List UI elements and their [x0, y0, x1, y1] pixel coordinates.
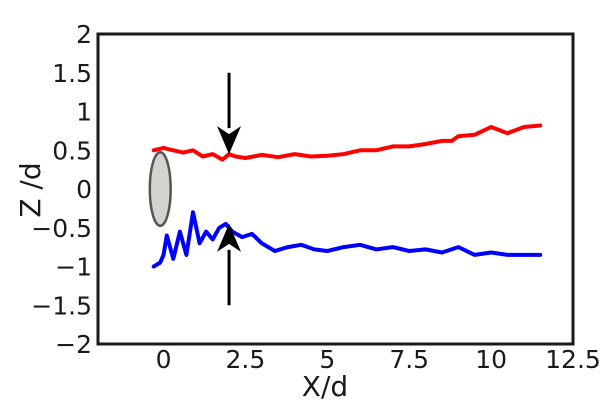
y-tick-label: −0.5: [31, 214, 92, 243]
plot-frame: [96, 32, 575, 346]
x-tick-label: 0: [156, 345, 172, 374]
y-tick-label: −1.5: [31, 291, 92, 320]
series-line-1: [151, 123, 543, 162]
arrow-up-icon: [217, 223, 242, 252]
y-tick-label: 0.5: [52, 136, 92, 165]
y-tick-label: 1: [76, 98, 92, 127]
series-line-2: [151, 210, 543, 269]
arrow-down-icon: [217, 126, 242, 155]
x-tick-label: 12.5: [545, 345, 601, 374]
x-tick-label: 5: [319, 345, 335, 374]
y-tick-label: −1: [55, 253, 92, 282]
y-tick-label: 2: [76, 20, 92, 49]
annotation-layer: [148, 72, 242, 306]
series-layer: [151, 123, 543, 269]
x-tick-label: 7.5: [389, 345, 429, 374]
y-tick-label: 1.5: [52, 59, 92, 88]
y-axis-title: Z /d: [14, 162, 47, 217]
y-tick-label: 0: [76, 175, 92, 204]
x-axis-ticks: 0 2.5 5 7.5 10 12.5: [156, 345, 601, 374]
x-tick-label: 2.5: [226, 345, 266, 374]
y-tick-label: −2: [55, 330, 92, 359]
x-axis-title: X/d: [302, 370, 348, 403]
cylinder-ellipse: [148, 150, 172, 228]
x-tick-label: 10: [475, 345, 507, 374]
y-axis-ticks: 2 1.5 1 0.5 0 −0.5 −1 −1.5 −2: [31, 20, 92, 359]
